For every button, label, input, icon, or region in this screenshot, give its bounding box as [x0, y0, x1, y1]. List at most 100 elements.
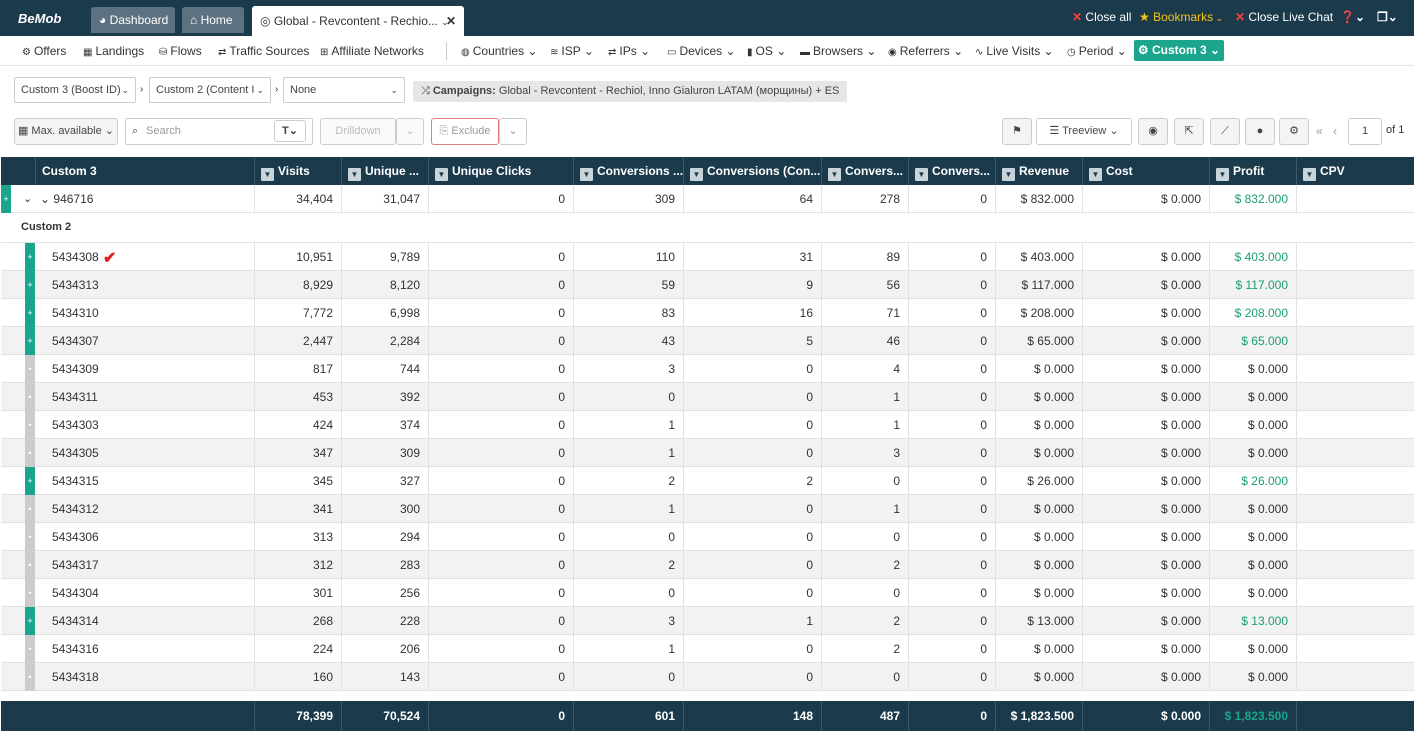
- check-mark-icon: ✔: [103, 250, 117, 267]
- row-marker-icon: •: [25, 411, 35, 439]
- col-conversions-2[interactable]: ▼ Conversions (Con...: [684, 157, 822, 185]
- parent-row[interactable]: + ⌄ 946716 ⌄ 34,404 31,047 0 309 64 278 …: [1, 185, 1414, 213]
- row-name: 5434303: [36, 411, 255, 439]
- nav-live-visits[interactable]: ∿ Live Visits ⌄: [975, 44, 1054, 58]
- exclude-button[interactable]: ⎘ Exclude: [431, 118, 499, 145]
- settings-icon[interactable]: ⚙: [1279, 118, 1309, 145]
- table-row[interactable]: • 5434312 341 300 0 1 0 1 0 $ 0.000 $ 0.000 $ 0.000: [1, 495, 1414, 523]
- expand-icon[interactable]: +: [25, 271, 35, 299]
- expand-icon[interactable]: +: [25, 607, 35, 635]
- expand-icon[interactable]: +: [25, 327, 35, 355]
- close-icon[interactable]: ✕: [445, 14, 456, 28]
- col-cpv[interactable]: ▼ CPV: [1297, 157, 1414, 185]
- cell-unique: 143: [342, 663, 429, 691]
- col-unique[interactable]: ▼ Unique ...: [342, 157, 429, 185]
- chart-icon[interactable]: ⟋: [1210, 118, 1240, 145]
- text-filter-button[interactable]: T⌄: [274, 120, 306, 142]
- flag-icon[interactable]: ⚑: [1002, 118, 1032, 145]
- windows-icon[interactable]: ❐⌄: [1377, 10, 1398, 24]
- table-row[interactable]: +5434314 268 228 0 3 1 2 0 $ 13.000 $ 0.000 $ 13.0…: [1, 607, 1414, 635]
- table-row[interactable]: • 5434306 313 294 0 0 0 0 0 $ 0.000 $ 0.000 $ 0.000: [1, 523, 1414, 551]
- col-custom3[interactable]: Custom 3: [36, 157, 255, 185]
- table-row[interactable]: +5434315 345 327 0 2 2 0 0 $ 26.000 $ 0.000 $ 26.0…: [1, 467, 1414, 495]
- col-conversions-3[interactable]: ▼ Convers...: [822, 157, 909, 185]
- row-name: 5434307: [36, 327, 255, 355]
- tab-dashboard[interactable]: ◕ Dashboard: [91, 7, 175, 33]
- tab-home[interactable]: ⌂ Home: [182, 7, 244, 33]
- cell-c4: 0: [909, 355, 996, 383]
- table-row[interactable]: • 5434303 424 374 0 1 0 1 0 $ 0.000 $ 0.000 $ 0.000: [1, 411, 1414, 439]
- exclude-dropdown[interactable]: ⌄: [499, 118, 527, 145]
- table-row[interactable]: +5434308 10,951 9,789 0 110 31 89 0 $ 403.000 $ 0…: [1, 243, 1414, 271]
- cell-c1: 0: [574, 523, 684, 551]
- cell-c1: 3: [574, 355, 684, 383]
- nav-ips[interactable]: ⇄ IPs ⌄: [608, 44, 651, 58]
- close-all-button[interactable]: ✕ Close all: [1072, 10, 1132, 24]
- help-icon[interactable]: ❓⌄: [1340, 10, 1365, 24]
- nav-isp[interactable]: ≋ ISP ⌄: [550, 44, 594, 58]
- table-row[interactable]: • 5434311 453 392 0 0 0 1 0 $ 0.000 $ 0.000 $ 0.000: [1, 383, 1414, 411]
- table-row[interactable]: • 5434318 160 143 0 0 0 0 0 $ 0.000 $ 0.000 $ 0.000: [1, 663, 1414, 691]
- treeview-select[interactable]: ☰ Treeview ⌄: [1036, 118, 1132, 145]
- col-unique-clicks[interactable]: ▼ Unique Clicks: [429, 157, 574, 185]
- cell-revenue: $ 65.000: [996, 327, 1083, 355]
- expand-icon[interactable]: +: [25, 299, 35, 327]
- nav-countries[interactable]: ◍ Countries ⌄: [461, 44, 538, 58]
- table-row[interactable]: +5434313 8,929 8,120 0 59 9 56 0 $ 117.000 $ 0.00…: [1, 271, 1414, 299]
- prev-page-icon[interactable]: ‹: [1333, 124, 1337, 138]
- col-revenue[interactable]: ▼ Revenue: [996, 157, 1083, 185]
- custom3-button[interactable]: ⚙ Custom 3 ⌄: [1134, 40, 1224, 61]
- col-profit[interactable]: ▼ Profit: [1210, 157, 1297, 185]
- header-select[interactable]: [1, 157, 36, 185]
- table-row[interactable]: • 5434309 817 744 0 3 0 4 0 $ 0.000 $ 0.000 $ 0.000: [1, 355, 1414, 383]
- col-visits[interactable]: ▼ Visits: [255, 157, 342, 185]
- bemob-logo[interactable]: BeMob: [18, 11, 62, 26]
- expand-icon[interactable]: +: [25, 467, 35, 495]
- col-cost[interactable]: ▼ Cost: [1083, 157, 1210, 185]
- nav-traffic-sources[interactable]: ⇄ Traffic Sources: [218, 44, 310, 58]
- nav-os[interactable]: ▮ OS ⌄: [747, 44, 787, 58]
- table-row[interactable]: +5434307 2,447 2,284 0 43 5 46 0 $ 65.000 $ 0.000…: [1, 327, 1414, 355]
- table-row[interactable]: • 5434304 301 256 0 0 0 0 0 $ 0.000 $ 0.000 $ 0.000: [1, 579, 1414, 607]
- table-row[interactable]: • 5434305 347 309 0 1 0 3 0 $ 0.000 $ 0.000 $ 0.000: [1, 439, 1414, 467]
- col-conversions-4[interactable]: ▼ Convers...: [909, 157, 996, 185]
- nav-referrers[interactable]: ◉ Referrers ⌄: [888, 44, 964, 58]
- group-select-1[interactable]: Custom 3 (Boost ID) ⌄: [14, 77, 136, 103]
- nav-devices[interactable]: ▭ Devices ⌄: [667, 44, 736, 58]
- cell-c3: 0: [822, 663, 909, 691]
- col-conversions-1[interactable]: ▼ Conversions ...: [574, 157, 684, 185]
- cell-visits: 347: [255, 439, 342, 467]
- group-select-3[interactable]: None ⌄: [283, 77, 405, 103]
- expand-icon[interactable]: +: [1, 185, 11, 213]
- cell-visits: 312: [255, 551, 342, 579]
- chevron-down-icon[interactable]: ⌄: [441, 17, 449, 27]
- nav-browsers[interactable]: ▬ Browsers ⌄: [800, 44, 877, 58]
- drilldown-button[interactable]: Drilldown: [320, 118, 396, 145]
- max-available-button[interactable]: ▦ Max. available ⌄: [14, 118, 118, 145]
- expand-icon[interactable]: +: [25, 243, 35, 271]
- row-name: 5434306: [36, 523, 255, 551]
- bookmarks-button[interactable]: ★ Bookmarks ⌄: [1139, 10, 1224, 24]
- cell-visits: 8,929: [255, 271, 342, 299]
- comment-icon[interactable]: ●: [1245, 118, 1275, 145]
- table-row[interactable]: • 5434316 224 206 0 1 0 2 0 $ 0.000 $ 0.000 $ 0.000: [1, 635, 1414, 663]
- table-row[interactable]: • 5434317 312 283 0 2 0 2 0 $ 0.000 $ 0.000 $ 0.000: [1, 551, 1414, 579]
- group-select-2[interactable]: Custom 2 (Content I ⌄: [149, 77, 271, 103]
- nav-affiliate-networks[interactable]: ⊞ Affiliate Networks: [320, 44, 424, 58]
- nav-flows[interactable]: ⛁ Flows: [159, 44, 202, 58]
- table-row[interactable]: +5434310 7,772 6,998 0 83 16 71 0 $ 208.000 $ 0.0…: [1, 299, 1414, 327]
- nav-period[interactable]: ◷ Period ⌄: [1067, 44, 1127, 58]
- close-live-chat-button[interactable]: ✕ Close Live Chat: [1235, 10, 1334, 24]
- drilldown-dropdown[interactable]: ⌄: [396, 118, 424, 145]
- chevron-down-icon[interactable]: ⌄: [40, 192, 54, 206]
- tab-campaign[interactable]: ◎ Global - Revcontent - Rechio... ⌄ ✕: [252, 6, 464, 36]
- collapse-chevron-icon[interactable]: ⌄: [23, 193, 33, 205]
- page-input[interactable]: 1: [1348, 118, 1382, 145]
- first-page-icon[interactable]: «: [1316, 124, 1323, 138]
- nav-offers[interactable]: ⚙ Offers: [22, 44, 67, 58]
- cell-c2: 0: [684, 523, 822, 551]
- campaign-icon: ◎: [260, 14, 274, 28]
- share-icon[interactable]: ⇱: [1174, 118, 1204, 145]
- nav-landings[interactable]: ▦ Landings: [83, 44, 145, 58]
- eye-icon[interactable]: ◉: [1138, 118, 1168, 145]
